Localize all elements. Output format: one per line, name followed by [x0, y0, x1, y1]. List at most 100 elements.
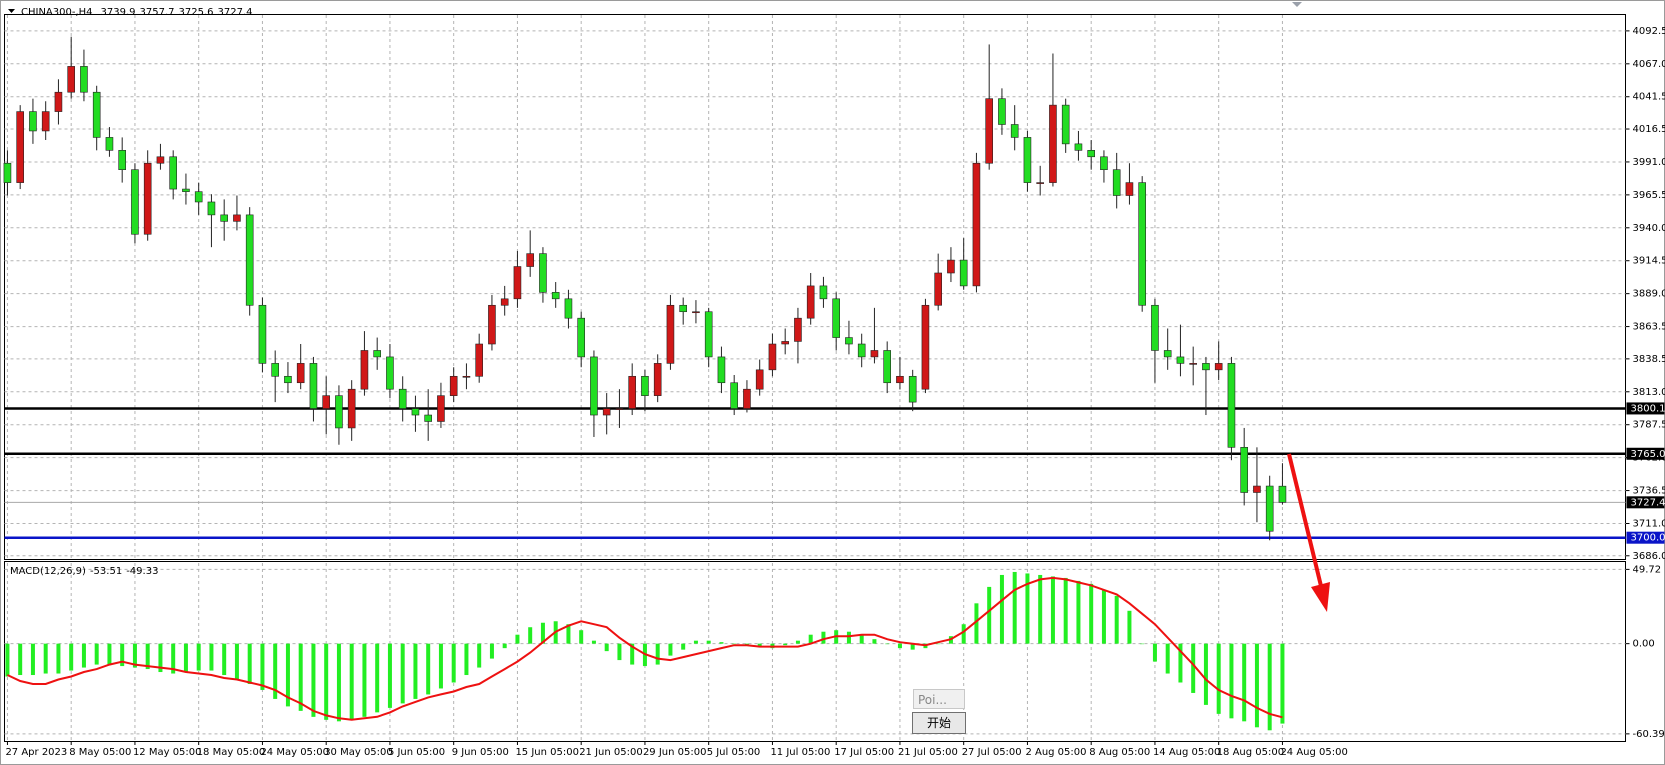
y-tick-label: 3991.0 [1633, 157, 1665, 168]
y-tick-label: 4067.0 [1633, 59, 1665, 70]
macd-bar [1216, 643, 1221, 714]
macd-bar [936, 643, 941, 645]
candle-body [870, 350, 879, 358]
macd-bar [783, 643, 788, 646]
candle-body [832, 298, 840, 338]
candle-body [335, 395, 343, 429]
candle-body [1151, 304, 1159, 351]
high: 3757.7 [140, 7, 175, 18]
macd-bar [897, 643, 902, 649]
candle-body [526, 253, 534, 267]
macd-bar [234, 643, 239, 680]
macd-bar [655, 643, 660, 665]
candle-body [896, 375, 904, 384]
candle-body [590, 356, 598, 416]
x-tick-label: 21 Jun 05:00 [579, 747, 643, 758]
macd-bar [566, 624, 571, 644]
x-tick-label: 29 Jun 05:00 [643, 747, 707, 758]
macd-bar [1127, 610, 1132, 644]
y-tick-label: 3813.0 [1633, 387, 1665, 398]
candle-body [845, 337, 853, 345]
low: 3725.6 [179, 7, 214, 18]
macd-bar [1038, 574, 1043, 644]
indicator-title: MACD(12,26,9) -53.51 -49.33 [10, 566, 158, 577]
x-tick-label: 5 Jun 05:00 [388, 747, 445, 758]
macd-bar [502, 643, 507, 649]
candle-body [1214, 363, 1223, 371]
level-label-box [1626, 402, 1665, 415]
candle-body [194, 191, 203, 203]
candle-body [424, 414, 432, 422]
macd-bar [757, 643, 762, 647]
macd-bar [324, 643, 329, 720]
macd-bar [1101, 589, 1106, 644]
candle-body [488, 304, 496, 345]
candle-body [794, 317, 802, 342]
candle-body [1265, 485, 1274, 532]
y-tick-label: 3711.0 [1633, 518, 1665, 529]
macd-bar [872, 639, 877, 644]
macd-bar [719, 642, 724, 644]
candle-body [743, 388, 751, 409]
candle-body [233, 214, 241, 222]
y-tick-label: 4092.5 [1633, 26, 1665, 37]
candle-body [1074, 143, 1083, 151]
candle-body [118, 150, 126, 170]
dialog-caption: Poi... [913, 689, 965, 709]
plot-layer: 4092.5 4067.0 4041.5 4016.5 3991.0 3965.5 3940… [3, 15, 1665, 758]
macd-bar [145, 643, 150, 670]
candle-body [131, 169, 139, 235]
candle-body [3, 162, 12, 183]
candle-body [1227, 363, 1236, 448]
y-tick-label: 3889.0 [1633, 289, 1665, 300]
start-button[interactable]: 开始 [912, 712, 966, 734]
x-tick-label: 9 Jun 05:00 [452, 747, 509, 758]
macd-bar [974, 603, 979, 644]
y-tick-label: 3838.5 [1633, 354, 1665, 365]
price-label: 3727.4 [1631, 497, 1665, 508]
candle-body [679, 304, 687, 313]
macd-bar [247, 643, 252, 684]
chart-title: CHINA300-,H4 3739.9 3757.7 3725.6 3727.4 [21, 7, 253, 18]
close: 3727.4 [218, 7, 253, 18]
macd-bar [1267, 643, 1272, 731]
candle-body [449, 375, 458, 396]
candle-body [360, 350, 369, 390]
candle-body [80, 66, 88, 93]
macd-bar [171, 643, 176, 674]
candle-body [564, 298, 573, 319]
candle-body [1202, 363, 1210, 371]
macd-bar [477, 643, 482, 668]
candle-body [857, 343, 866, 358]
candle-body [1100, 156, 1108, 170]
candle-body [934, 272, 942, 306]
x-tick-label: 18 Aug 05:00 [1217, 747, 1284, 758]
candle-body [615, 408, 624, 410]
macd-bar [1089, 583, 1094, 644]
candle-body [220, 214, 228, 222]
macd-bar [1242, 643, 1247, 722]
candle-body [908, 375, 917, 403]
macd-bar [821, 631, 826, 644]
macd-bar [132, 643, 137, 668]
x-tick-label: 24 May 05:00 [260, 747, 329, 758]
macd-bar [846, 631, 851, 644]
price-label-box [1626, 496, 1665, 509]
candle-body [551, 292, 560, 300]
candle-body [704, 311, 713, 358]
candle-body [54, 91, 63, 112]
macd-bar [681, 643, 686, 650]
candle-body [1023, 137, 1032, 183]
macd-bar [617, 643, 622, 661]
level-label-box [1626, 447, 1665, 460]
macd-bar [285, 643, 290, 707]
macd-bar [668, 643, 673, 656]
arrow-shaft [1287, 453, 1323, 587]
x-tick-label: 8 May 05:00 [69, 747, 131, 758]
candle-body [692, 311, 700, 314]
candle-body [947, 259, 955, 274]
y-tick-label: -60.39 [1633, 729, 1665, 740]
candle-body [105, 137, 114, 151]
